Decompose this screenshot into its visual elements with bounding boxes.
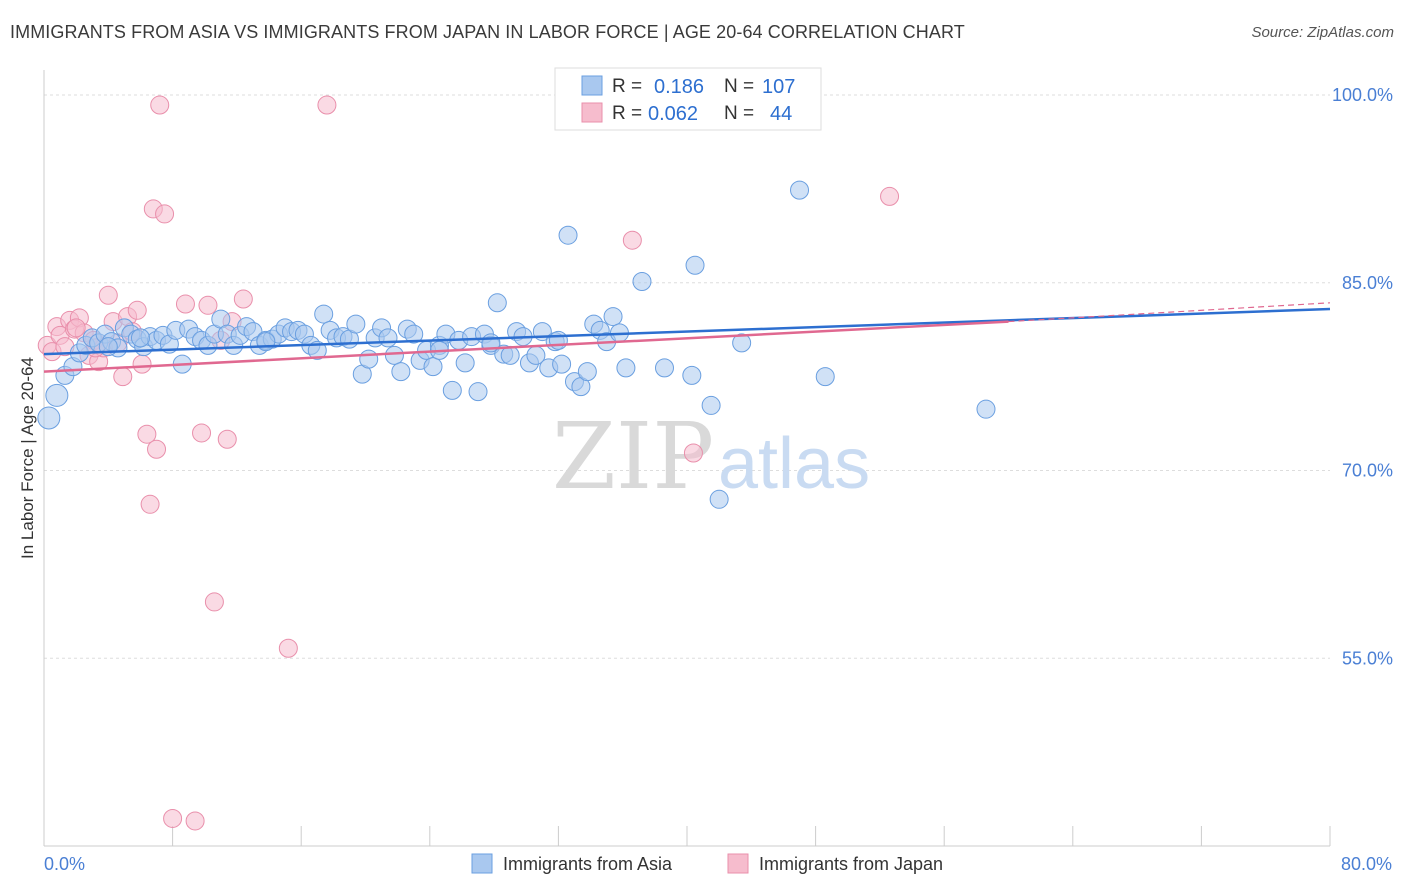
legend-japan-swatch: [581, 102, 603, 123]
legend-bottom-japan-swatch: [727, 853, 749, 874]
legend-bottom-asia-swatch: [471, 853, 493, 874]
y-tick-labels: 55.0% 70.0% 85.0% 100.0%: [1332, 85, 1393, 668]
legend-bottom-asia-label: Immigrants from Asia: [503, 854, 673, 874]
x-tick-label-max: 80.0%: [1341, 854, 1392, 874]
asia-point: [552, 354, 572, 374]
asia-point: [45, 383, 69, 407]
japan-point: [317, 95, 337, 115]
legend-japan-n-label: N =: [724, 103, 754, 124]
chart-title: IMMIGRANTS FROM ASIA VS IMMIGRANTS FROM …: [10, 22, 965, 42]
asia-point: [632, 272, 652, 292]
x-axis-ticks: [43, 826, 1331, 846]
japan-point: [113, 367, 133, 387]
japan-point: [185, 811, 205, 831]
japan-point: [683, 443, 703, 463]
japan-trend-line: [43, 320, 1009, 373]
legend-japan-n-value: 44: [770, 103, 792, 125]
asia-point: [790, 180, 810, 200]
legend-bottom-japan-label: Immigrants from Japan: [759, 854, 943, 874]
japan-point: [204, 592, 224, 612]
legend-bottom: Immigrants from Asia Immigrants from Jap…: [471, 853, 943, 874]
trend-lines: [43, 302, 1331, 373]
japan-point: [66, 318, 86, 338]
legend-top: R = 0.186 N = 107 R = 0.062 N = 44: [554, 67, 822, 131]
japan-point: [163, 808, 183, 828]
japan-trend-extension: [1008, 302, 1331, 323]
legend-asia-n-label: N =: [724, 76, 754, 97]
asia-point: [468, 382, 488, 402]
legend-japan-r-value: 0.062: [648, 103, 698, 125]
legend-asia-r-value: 0.186: [654, 76, 704, 98]
asia-point: [391, 362, 411, 382]
y-tick-label-100: 100.0%: [1332, 85, 1393, 105]
japan-point: [137, 424, 157, 444]
japan-point: [155, 204, 175, 224]
asia-point: [976, 399, 996, 419]
asia-point: [455, 353, 475, 373]
y-tick-label-70: 70.0%: [1342, 461, 1393, 481]
asia-point: [709, 489, 729, 509]
asia-point: [654, 358, 674, 378]
asia-point: [130, 328, 150, 348]
japan-point: [147, 439, 167, 459]
japan-point: [150, 95, 170, 115]
asia-point: [378, 328, 398, 348]
japan-point: [132, 354, 152, 374]
asia-point: [577, 362, 597, 382]
asia-point: [500, 345, 520, 365]
asia-point: [314, 304, 334, 324]
legend-asia-n-value: 107: [762, 76, 795, 98]
asia-point: [616, 358, 636, 378]
asia-point: [442, 380, 462, 400]
asia-point: [685, 255, 705, 275]
asia-point: [682, 365, 702, 385]
japan-point: [622, 230, 642, 250]
japan-point: [233, 289, 253, 309]
source-label: Source: ZipAtlas.com: [1251, 24, 1394, 41]
japan-point: [198, 295, 218, 315]
japan-point: [175, 294, 195, 314]
japan-point: [192, 423, 212, 443]
legend-asia-swatch: [581, 75, 603, 96]
y-tick-label-55: 55.0%: [1342, 648, 1393, 668]
japan-point: [278, 638, 298, 658]
asia-point: [815, 367, 835, 387]
watermark-atlas: atlas: [718, 424, 870, 504]
asia-point: [487, 293, 507, 313]
asia-point: [404, 324, 424, 344]
japan-point: [127, 300, 147, 320]
legend-asia-r-label: R =: [612, 76, 642, 97]
asia-point: [732, 333, 752, 353]
asia-point: [37, 406, 61, 430]
y-tick-label-85: 85.0%: [1342, 273, 1393, 293]
asia-point: [384, 345, 404, 365]
asia-point: [701, 395, 721, 415]
x-tick-label-min: 0.0%: [44, 854, 85, 874]
asia-point: [558, 225, 578, 245]
japan-point: [98, 285, 118, 305]
asia-point: [548, 330, 568, 350]
japan-points: [37, 95, 900, 831]
asia-point: [256, 332, 276, 352]
asia-point: [359, 349, 379, 369]
asia-point: [423, 357, 443, 377]
y-axis-label: In Labor Force | Age 20-64: [18, 357, 37, 559]
japan-point: [217, 429, 237, 449]
japan-point: [880, 186, 900, 206]
asia-point: [346, 314, 366, 334]
japan-point: [140, 494, 160, 514]
legend-japan-r-label: R =: [612, 103, 642, 124]
asia-trend-line: [43, 307, 1331, 356]
asia-point: [603, 307, 623, 327]
